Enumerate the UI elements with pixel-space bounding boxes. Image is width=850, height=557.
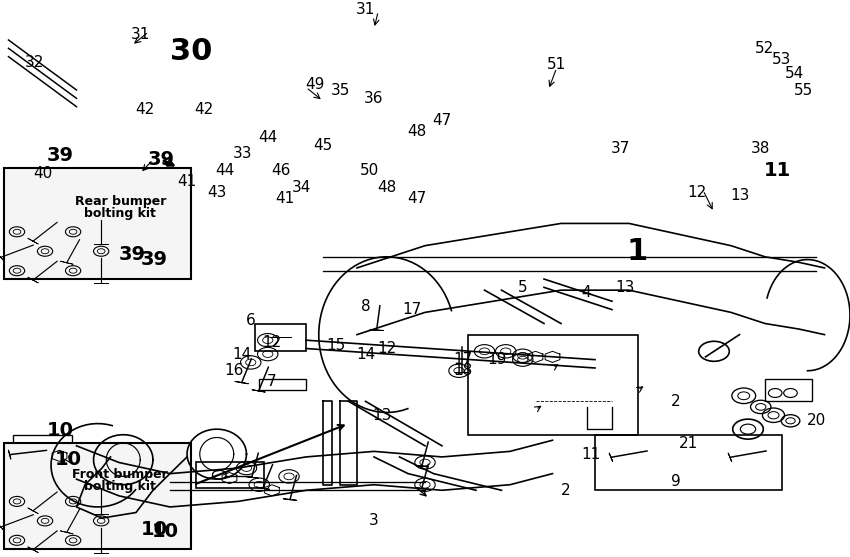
Text: 35: 35 <box>331 82 349 97</box>
Text: 46: 46 <box>271 163 290 178</box>
Text: 43: 43 <box>207 185 226 201</box>
Text: 55: 55 <box>794 82 813 97</box>
Text: 13: 13 <box>615 280 634 295</box>
Text: 41: 41 <box>275 191 294 206</box>
Text: 30: 30 <box>170 37 212 66</box>
Text: 31: 31 <box>131 27 150 42</box>
Text: Rear bumper: Rear bumper <box>75 195 166 208</box>
Text: 10: 10 <box>152 522 179 541</box>
Text: 17: 17 <box>403 302 422 317</box>
Text: 2: 2 <box>560 483 570 498</box>
Bar <box>595 434 782 490</box>
Text: 19: 19 <box>488 352 507 367</box>
Text: 39: 39 <box>140 250 167 269</box>
Text: 7: 7 <box>267 374 277 389</box>
Text: 36: 36 <box>365 91 383 106</box>
Text: 42: 42 <box>195 102 213 117</box>
Text: 10: 10 <box>140 520 167 539</box>
Text: 34: 34 <box>292 180 311 195</box>
Text: 52: 52 <box>756 41 774 56</box>
Text: 51: 51 <box>547 57 566 72</box>
Text: 6: 6 <box>246 313 256 328</box>
Text: 47: 47 <box>407 191 426 206</box>
Text: 37: 37 <box>611 141 630 156</box>
Bar <box>4 168 191 279</box>
Text: 1: 1 <box>626 237 648 266</box>
Text: 44: 44 <box>258 130 277 145</box>
Text: 17: 17 <box>454 352 473 367</box>
Text: bolting kit: bolting kit <box>84 207 156 220</box>
Text: 39: 39 <box>118 245 145 263</box>
Text: 13: 13 <box>730 188 749 203</box>
Text: 53: 53 <box>773 52 791 67</box>
Text: 39: 39 <box>47 146 74 165</box>
Text: 31: 31 <box>356 2 375 17</box>
Text: 5: 5 <box>518 280 528 295</box>
Text: 40: 40 <box>33 166 52 181</box>
Text: 14: 14 <box>356 346 375 361</box>
Text: 54: 54 <box>785 66 804 81</box>
Text: 16: 16 <box>224 363 243 378</box>
Bar <box>765 379 812 402</box>
Text: 38: 38 <box>751 141 770 156</box>
Text: 42: 42 <box>135 102 154 117</box>
Bar <box>4 443 191 549</box>
Bar <box>468 335 638 434</box>
Text: 2: 2 <box>671 394 681 409</box>
Text: 11: 11 <box>764 161 791 180</box>
Text: 18: 18 <box>454 363 473 378</box>
Text: bolting kit: bolting kit <box>84 481 156 494</box>
Text: 14: 14 <box>233 346 252 361</box>
Text: 10: 10 <box>47 421 74 440</box>
Text: 4: 4 <box>581 285 592 300</box>
Text: Front bumper: Front bumper <box>72 468 168 481</box>
Text: 12: 12 <box>263 335 281 350</box>
Text: 20: 20 <box>807 413 825 428</box>
Text: 21: 21 <box>679 436 698 451</box>
Text: 10: 10 <box>54 450 82 469</box>
Text: 9: 9 <box>671 475 681 490</box>
Text: 8: 8 <box>360 299 371 314</box>
Text: 32: 32 <box>25 55 43 70</box>
Text: 12: 12 <box>377 341 396 356</box>
Text: 48: 48 <box>407 124 426 139</box>
Text: 15: 15 <box>326 338 345 353</box>
Text: 33: 33 <box>233 146 252 162</box>
Text: 45: 45 <box>314 138 332 153</box>
Text: 49: 49 <box>305 77 324 92</box>
Text: 11: 11 <box>581 447 600 462</box>
Text: 39: 39 <box>148 150 175 169</box>
Text: 47: 47 <box>433 113 451 128</box>
Text: 50: 50 <box>360 163 379 178</box>
Bar <box>13 434 72 465</box>
Text: 44: 44 <box>216 163 235 178</box>
Text: 12: 12 <box>688 185 706 201</box>
Text: 41: 41 <box>178 174 196 189</box>
Text: 13: 13 <box>373 408 392 423</box>
Text: 48: 48 <box>377 180 396 195</box>
Text: 3: 3 <box>369 514 379 529</box>
